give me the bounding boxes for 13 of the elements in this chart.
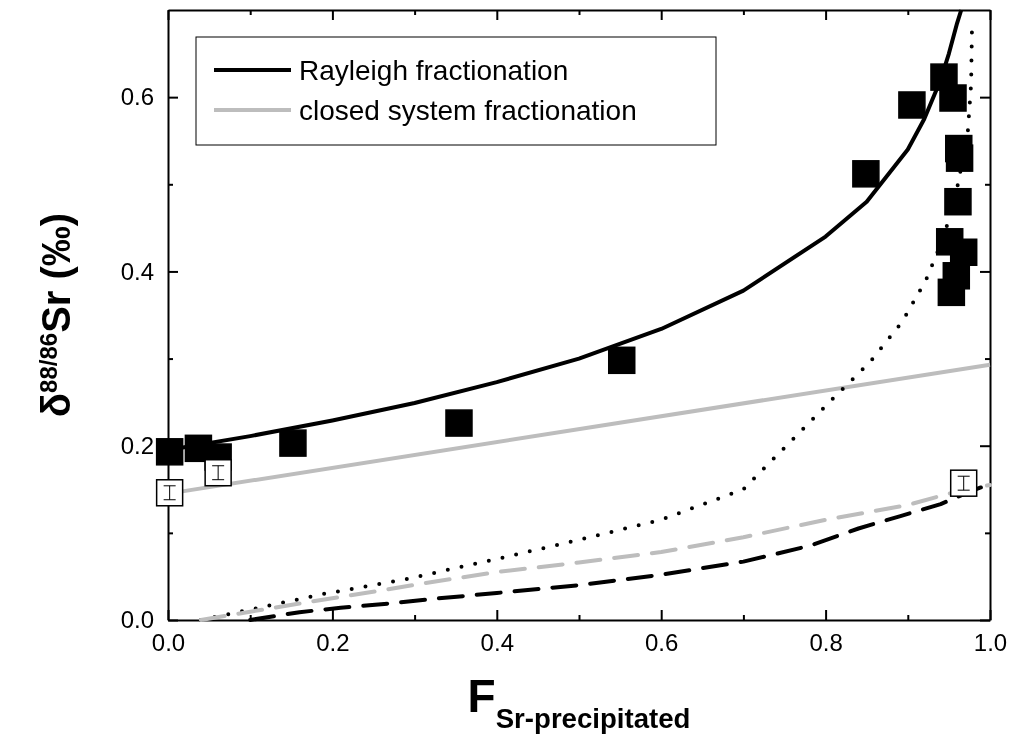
x-tick-label: 0.4: [480, 629, 514, 657]
y-tick-label: 0.2: [120, 431, 154, 459]
x-tick-label: 0.6: [645, 629, 679, 657]
x-tick-label: 0.2: [316, 629, 350, 657]
legend-label: Rayleigh fractionation: [299, 55, 569, 86]
y-tick-label: 0.4: [120, 257, 154, 285]
y-tick-label: 0.0: [120, 606, 154, 634]
legend-label: closed system fractionation: [299, 95, 637, 126]
x-tick-label: 0.0: [151, 629, 186, 657]
y-tick-label: 0.6: [120, 83, 154, 111]
x-axis-title: F$_{Sr-precipitated}$: [467, 670, 691, 734]
x-tick-label: 1.0: [973, 629, 1008, 657]
x-tick-label: 0.8: [809, 629, 843, 657]
